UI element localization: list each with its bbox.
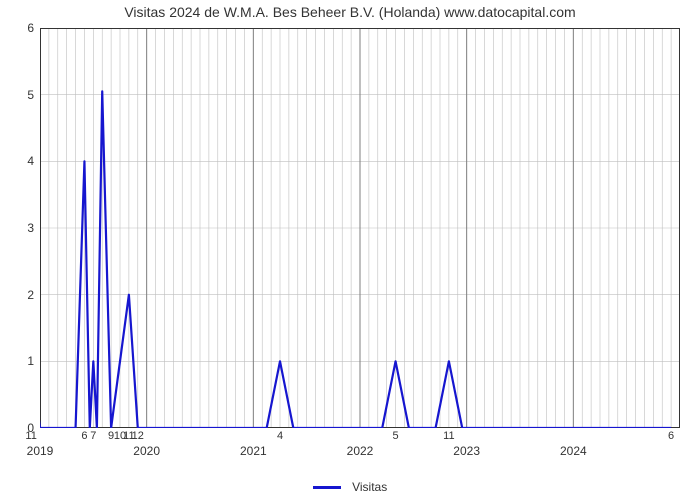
y-tick-label: 4 [4,154,34,168]
legend: Visitas [0,480,700,494]
x-major-label: 2023 [453,444,480,458]
x-major-label: 2020 [133,444,160,458]
y-tick-label: 1 [4,354,34,368]
legend-label: Visitas [352,480,387,494]
y-tick-label: 3 [4,221,34,235]
chart-title: Visitas 2024 de W.M.A. Bes Beheer B.V. (… [0,4,700,20]
x-major-label: 2021 [240,444,267,458]
x-minor-label: 5 [392,430,398,442]
chart-svg [40,28,680,428]
x-major-label: 2022 [347,444,374,458]
x-minor-label: 11 [443,430,454,442]
x-minor-label: 12 [132,430,144,442]
y-tick-label: 2 [4,288,34,302]
y-tick-label: 5 [4,88,34,102]
x-minor-label: 4 [277,430,283,442]
plot-area [40,28,680,428]
x-minor-label: 6 [668,430,674,442]
x-major-label: 2024 [560,444,587,458]
x-minor-label: 6 [81,430,87,442]
legend-swatch [313,486,341,489]
x-major-label: 2019 [27,444,54,458]
chart-container: Visitas 2024 de W.M.A. Bes Beheer B.V. (… [0,0,700,500]
x-minor-label: 11 [25,430,36,442]
y-tick-label: 6 [4,21,34,35]
x-minor-label: 7 [90,430,96,442]
